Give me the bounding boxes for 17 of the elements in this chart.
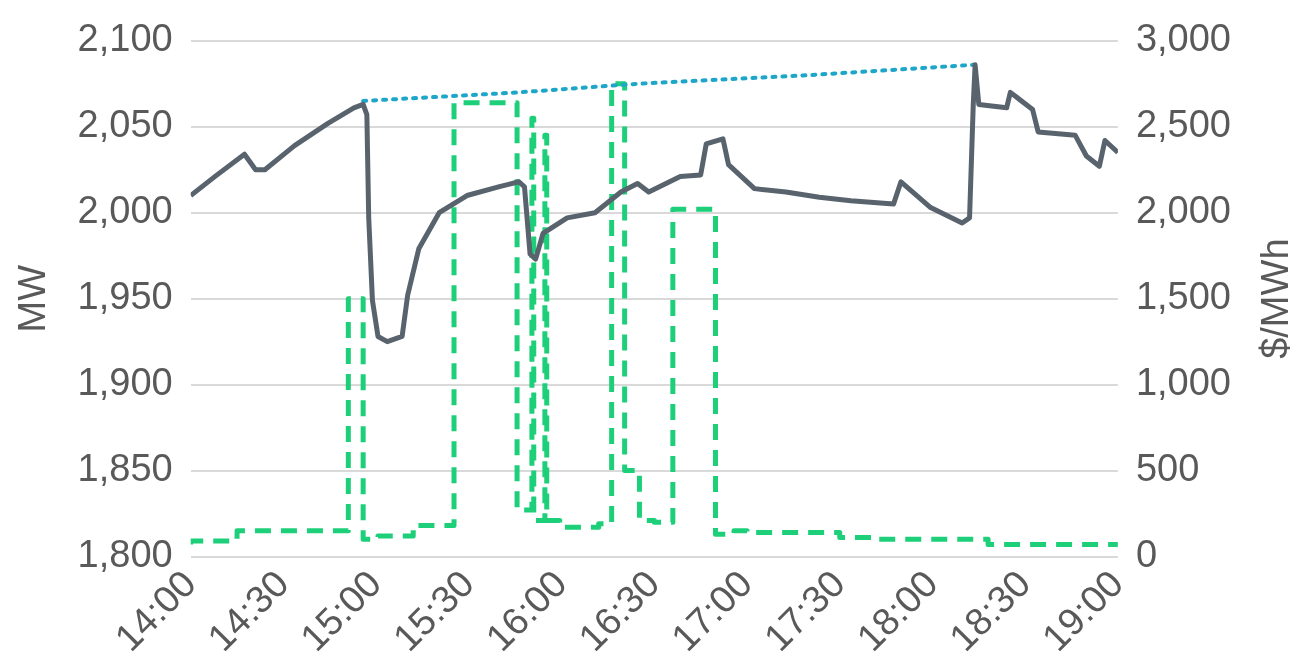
y-tick-label: 2,050 xyxy=(77,103,173,146)
y2-tick-label: 500 xyxy=(1135,447,1200,490)
y2-tick-label: 3,000 xyxy=(1135,17,1231,60)
y-tick-label: 2,100 xyxy=(77,17,173,60)
y-tick-label: 2,000 xyxy=(77,189,173,232)
line-series xyxy=(361,62,976,103)
y-tick-label: 1,800 xyxy=(77,533,173,575)
y-axis-title: MW xyxy=(11,264,54,333)
y-tick-label: 1,900 xyxy=(77,361,173,404)
y2-tick-label: 1,500 xyxy=(1135,275,1231,318)
y2-axis-title: $/MWh xyxy=(1254,238,1297,359)
y2-tick-label: 0 xyxy=(1135,533,1158,575)
y2-tick-label: 2,000 xyxy=(1135,189,1231,232)
y-tick-label: 1,850 xyxy=(77,447,173,490)
y2-tick-label: 2,500 xyxy=(1135,103,1231,146)
y2-tick-label: 1,000 xyxy=(1135,361,1231,404)
y-tick-label: 1,950 xyxy=(77,275,173,318)
